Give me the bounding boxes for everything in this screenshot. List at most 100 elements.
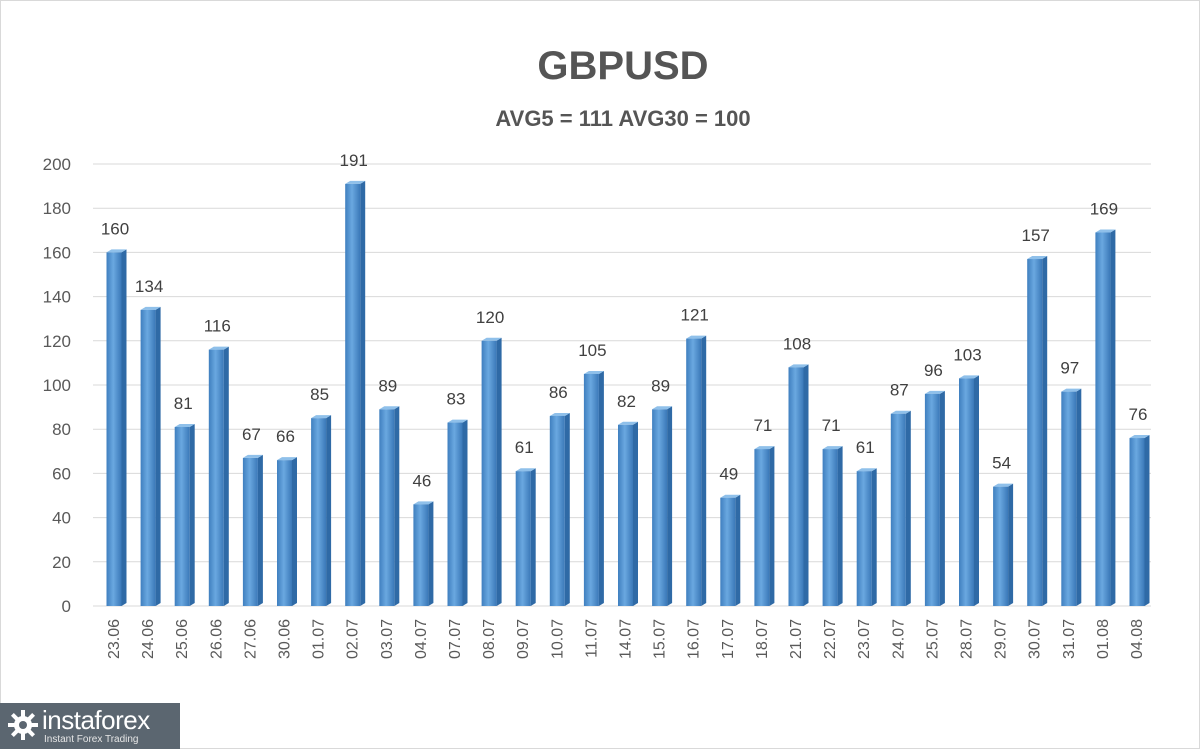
bar-side	[871, 468, 877, 606]
bar-01.07	[311, 418, 327, 606]
bar-24.06	[140, 309, 156, 606]
bar-04.08	[1129, 438, 1145, 606]
bar-side	[223, 346, 229, 606]
bar-24.07	[890, 413, 906, 606]
data-label: 66	[276, 427, 295, 446]
x-tick-label: 16.07	[686, 619, 703, 659]
data-label: 121	[681, 306, 709, 325]
bar-side	[667, 406, 673, 606]
watermark-brand: instaforex	[42, 705, 150, 735]
bar-side	[462, 419, 468, 606]
data-label: 81	[174, 394, 193, 413]
bar-23.07	[856, 471, 872, 606]
bar-11.07	[583, 373, 599, 606]
x-tick-label: 22.07	[822, 619, 839, 659]
bar-side	[1042, 256, 1048, 606]
data-label: 103	[953, 345, 981, 364]
bar-top	[652, 406, 673, 410]
x-tick-label: 21.07	[788, 619, 805, 659]
x-tick-label: 18.07	[754, 619, 771, 659]
x-tick-label: 09.07	[515, 619, 532, 659]
x-tick-label: 07.07	[447, 619, 464, 659]
data-labels: 160 134 81 116 67 66 85 191 89 46 83 120 61 86 105 82 89…	[101, 151, 1148, 490]
y-tick-label: 200	[43, 155, 71, 174]
bar-top	[549, 412, 570, 416]
x-axis-ticks: 23.06 24.06 25.06 26.06 27.06 30.06 01.07 02.07…	[106, 619, 1146, 659]
data-label: 54	[992, 454, 1011, 473]
x-tick-label: 14.07	[618, 619, 635, 659]
data-label: 116	[204, 317, 231, 336]
bar-side	[189, 423, 195, 606]
data-label: 108	[783, 334, 811, 353]
x-tick-label: 01.08	[1095, 619, 1112, 659]
bar-top	[140, 306, 161, 310]
x-tick-label: 04.08	[1129, 619, 1146, 659]
bar-side	[530, 468, 536, 606]
bar-top	[618, 421, 638, 425]
x-tick-label: 10.07	[549, 619, 566, 659]
data-label: 97	[1060, 359, 1079, 378]
bar-top	[174, 423, 195, 427]
y-axis-ticks: 0 20 40 60 80 100 120 140 160 180 200	[43, 155, 71, 616]
bar-side	[394, 406, 400, 606]
bar-17.07	[720, 497, 736, 606]
chart-title: GBPUSD	[537, 44, 708, 88]
x-tick-label: 26.06	[208, 619, 225, 659]
y-tick-label: 40	[52, 509, 71, 528]
bar-25.07	[924, 393, 940, 606]
bar-top	[1129, 435, 1150, 439]
bar-25.06	[174, 426, 190, 606]
bar-top	[481, 337, 502, 341]
instaforex-watermark: instaforex Instant Forex Trading	[0, 703, 180, 749]
bar-28.07	[959, 378, 974, 606]
y-tick-label: 0	[62, 597, 71, 616]
bar-top	[583, 370, 604, 374]
bar-23.06	[106, 252, 122, 606]
bar-top	[924, 390, 945, 394]
bar-top	[106, 249, 127, 253]
y-tick-label: 140	[43, 288, 71, 307]
data-label: 67	[242, 425, 261, 444]
bar-side	[564, 412, 570, 606]
bar-top	[1027, 256, 1048, 260]
chart-subtitle: AVG5 = 111 AVG30 = 100	[495, 106, 750, 131]
bar-side	[701, 335, 707, 606]
x-tick-label: 30.06	[277, 619, 294, 659]
bar-side	[598, 370, 604, 606]
y-tick-label: 180	[43, 199, 71, 218]
bar-top	[686, 335, 707, 339]
bar-side	[155, 306, 161, 606]
data-label: 76	[1129, 405, 1148, 424]
bar-21.07	[788, 367, 804, 606]
bar-16.07	[686, 338, 702, 606]
bar-10.07	[549, 415, 565, 606]
bar-top	[311, 415, 332, 419]
x-tick-label: 08.07	[481, 619, 498, 659]
x-tick-label: 11.07	[583, 619, 600, 658]
data-label: 134	[135, 277, 163, 296]
bar-22.07	[822, 449, 838, 606]
bar-top	[890, 410, 911, 414]
data-label: 61	[515, 438, 534, 457]
x-tick-label: 24.07	[890, 619, 907, 659]
bar-top	[345, 180, 366, 184]
bar-side	[292, 457, 297, 606]
bar-top	[277, 457, 297, 461]
x-tick-label: 23.06	[106, 619, 123, 659]
x-tick-label: 15.07	[652, 619, 669, 659]
bar-08.07	[481, 340, 497, 606]
bar-01.08	[1095, 232, 1111, 606]
data-label: 83	[447, 390, 466, 409]
data-label: 160	[101, 219, 129, 238]
bar-top	[856, 468, 877, 472]
bar-top	[413, 501, 434, 505]
x-tick-label: 31.07	[1061, 619, 1078, 659]
data-label: 87	[890, 381, 909, 400]
bar-26.06	[208, 349, 224, 606]
bar-side	[905, 410, 911, 606]
bar-31.07	[1061, 391, 1077, 606]
bar-side	[360, 180, 366, 606]
bar-side	[496, 337, 502, 606]
bar-15.07	[652, 409, 668, 606]
data-label: 46	[412, 471, 431, 490]
